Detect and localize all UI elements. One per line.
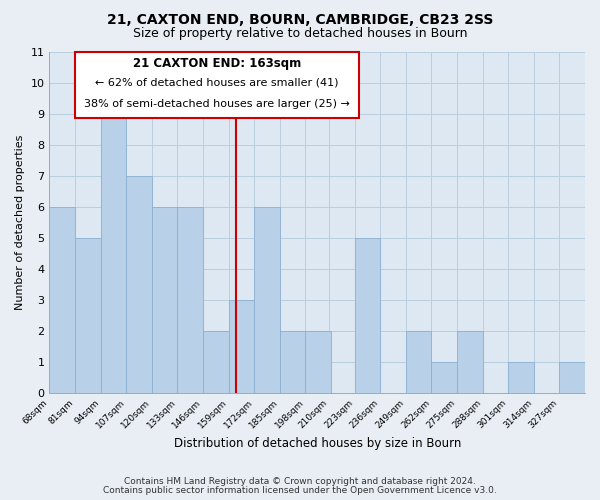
Bar [508, 362, 534, 393]
Bar [152, 207, 178, 393]
Bar [355, 238, 380, 393]
X-axis label: Distribution of detached houses by size in Bourn: Distribution of detached houses by size … [173, 437, 461, 450]
Text: Contains HM Land Registry data © Crown copyright and database right 2024.: Contains HM Land Registry data © Crown c… [124, 477, 476, 486]
Bar [75, 238, 101, 393]
Bar [101, 114, 126, 393]
Text: Contains public sector information licensed under the Open Government Licence v3: Contains public sector information licen… [103, 486, 497, 495]
Bar [254, 207, 280, 393]
Bar [229, 300, 254, 393]
Bar [559, 362, 585, 393]
FancyBboxPatch shape [75, 52, 359, 118]
Bar [305, 331, 331, 393]
Bar [178, 207, 203, 393]
Y-axis label: Number of detached properties: Number of detached properties [15, 134, 25, 310]
Bar [406, 331, 431, 393]
Bar [49, 207, 75, 393]
Text: Size of property relative to detached houses in Bourn: Size of property relative to detached ho… [133, 28, 467, 40]
Bar [457, 331, 482, 393]
Bar [126, 176, 152, 393]
Bar [431, 362, 457, 393]
Bar [203, 331, 229, 393]
Bar [280, 331, 305, 393]
Text: 21, CAXTON END, BOURN, CAMBRIDGE, CB23 2SS: 21, CAXTON END, BOURN, CAMBRIDGE, CB23 2… [107, 12, 493, 26]
Text: 21 CAXTON END: 163sqm: 21 CAXTON END: 163sqm [133, 58, 301, 70]
Text: 38% of semi-detached houses are larger (25) →: 38% of semi-detached houses are larger (… [84, 100, 350, 110]
Text: ← 62% of detached houses are smaller (41): ← 62% of detached houses are smaller (41… [95, 78, 338, 88]
